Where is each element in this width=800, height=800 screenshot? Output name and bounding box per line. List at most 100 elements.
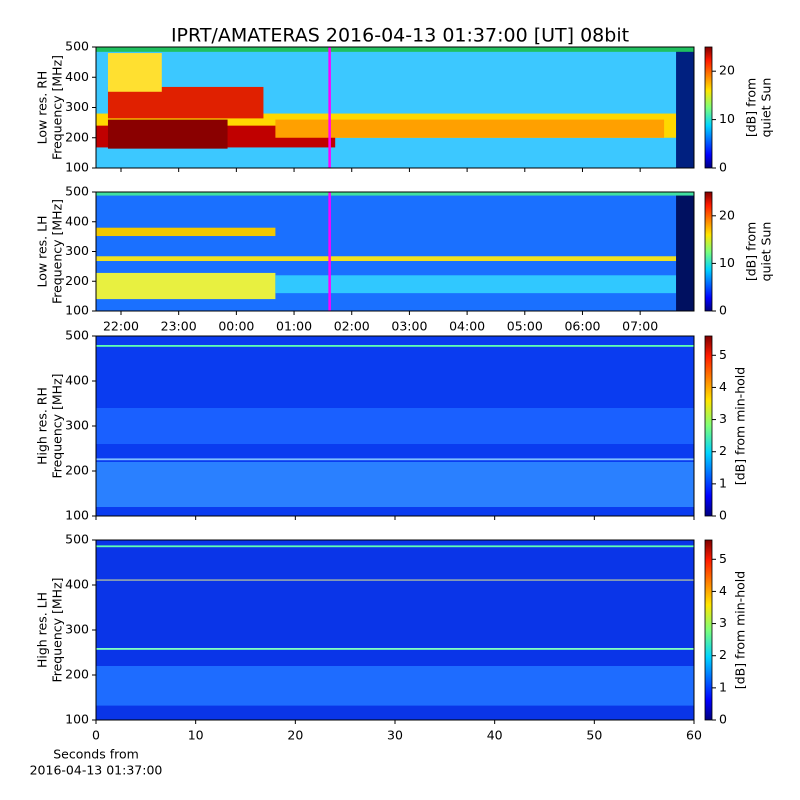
spectrogram-texture: [275, 275, 677, 294]
spectrogram-texture: [96, 227, 276, 237]
spectrogram-texture: [96, 192, 694, 196]
colorbar-tick-label: 10: [719, 111, 735, 126]
y-tick-label: 300: [65, 622, 89, 637]
colorbar-tick-label: 2: [719, 443, 727, 458]
colorbar-label: quiet Sun: [759, 222, 774, 282]
y-tick-label: 100: [65, 160, 89, 175]
x-tick-label: 60: [686, 728, 702, 743]
y-axis-label: Low res. LH: [35, 216, 50, 288]
spectrogram-texture: [96, 458, 694, 461]
panel: 100 200 300 400 500 High res. RH Frequency [MH…: [35, 328, 748, 523]
x-tick-label: 05:00: [507, 319, 543, 334]
y-axis-label: Frequency [MHz]: [50, 199, 65, 304]
spectrogram-texture: [96, 408, 694, 444]
y-tick-label: 500: [65, 532, 89, 547]
spectrogram-texture: [676, 192, 694, 311]
x-tick-label: 22:00: [103, 319, 139, 334]
x-tick-label: 02:00: [334, 319, 370, 334]
spectrogram-texture: [107, 119, 228, 149]
y-tick-label: 100: [65, 712, 89, 727]
spectrogram-texture: [275, 119, 665, 138]
colorbar-tick-label: 20: [719, 207, 735, 222]
x-tick-label: 00:00: [218, 319, 254, 334]
colorbar-tick-label: 2: [719, 647, 727, 662]
chart-title: IPRT/AMATERAS 2016-04-13 01:37:00 [UT] 0…: [171, 25, 629, 47]
y-axis-label: Low res. RH: [35, 71, 50, 145]
y-tick-label: 100: [65, 508, 89, 523]
colorbar-tick-label: 1: [719, 679, 727, 694]
x-tick-label: 20: [287, 728, 303, 743]
panel: 100 200 300 400 500 22:00 23:00 00:00 01:00 02:00…: [35, 184, 774, 334]
y-tick-label: 300: [65, 418, 89, 433]
x-tick-label: 23:00: [161, 319, 197, 334]
y-axis-label: Frequency [MHz]: [50, 55, 65, 160]
spectrogram-texture: [96, 579, 694, 581]
x-tick-label: 03:00: [391, 319, 427, 334]
y-tick-label: 400: [65, 213, 89, 228]
spectrogram-texture: [96, 345, 694, 347]
y-tick-label: 200: [65, 273, 89, 288]
spectrogram-texture: [96, 648, 694, 650]
colorbar-tick-label: 4: [719, 379, 727, 394]
colorbar-tick-label: 5: [719, 551, 727, 566]
colorbar-tick-label: 3: [719, 411, 727, 426]
colorbar-label: [dB] from min-hold: [733, 571, 748, 689]
x-tick-label: 50: [586, 728, 602, 743]
spectrogram-texture: [107, 53, 162, 92]
x-tick-label: 01:00: [276, 319, 312, 334]
colorbar-tick-label: 20: [719, 63, 735, 78]
spectrogram-texture: [676, 47, 694, 168]
y-tick-label: 400: [65, 577, 89, 592]
colorbar-tick-label: 5: [719, 347, 727, 362]
x-tick-label: 40: [487, 728, 503, 743]
spectrogram-texture: [96, 272, 276, 300]
colorbar: [704, 46, 713, 169]
y-axis-label: High res. RH: [35, 387, 50, 465]
x-tick-label: 04:00: [449, 319, 485, 334]
colorbar-label: [dB] from: [744, 78, 759, 137]
y-tick-label: 500: [65, 184, 89, 199]
spectrogram-texture: [96, 666, 694, 706]
x-tick-label: 07:00: [622, 319, 658, 334]
colorbar-tick-label: 4: [719, 583, 727, 598]
colorbar-tick-label: 0: [719, 712, 727, 727]
colorbar-tick-label: 0: [719, 160, 727, 175]
colorbar-label: quiet Sun: [759, 78, 774, 138]
y-axis-label: Frequency [MHz]: [50, 577, 65, 682]
spectrogram-texture: [96, 256, 677, 262]
spectrogram-texture: [96, 462, 694, 507]
spectrogram-texture: [107, 86, 264, 119]
colorbar: [704, 191, 713, 312]
y-tick-label: 400: [65, 69, 89, 84]
y-tick-label: 300: [65, 99, 89, 114]
y-tick-label: 400: [65, 373, 89, 388]
y-axis-label: High res. LH: [35, 592, 50, 668]
y-tick-label: 200: [65, 667, 89, 682]
colorbar-tick-label: 1: [719, 475, 727, 490]
y-axis-label: Frequency [MHz]: [50, 373, 65, 478]
x-axis-label: Seconds from: [53, 747, 139, 762]
colorbar-label: [dB] from: [744, 222, 759, 281]
colorbar: [704, 539, 713, 721]
x-tick-label: 06:00: [564, 319, 600, 334]
y-tick-label: 300: [65, 243, 89, 258]
colorbar-tick-label: 10: [719, 255, 735, 270]
y-tick-label: 500: [65, 39, 89, 54]
colorbar: [704, 335, 713, 517]
y-tick-label: 200: [65, 463, 89, 478]
y-tick-label: 200: [65, 129, 89, 144]
y-tick-label: 500: [65, 328, 89, 343]
x-tick-label: 10: [188, 728, 204, 743]
spectrogram-texture: [96, 545, 694, 548]
colorbar-tick-label: 0: [719, 508, 727, 523]
spectrogram-texture: [96, 47, 694, 52]
colorbar-tick-label: 3: [719, 615, 727, 630]
colorbar-label: [dB] from min-hold: [733, 367, 748, 485]
y-tick-label: 100: [65, 303, 89, 318]
x-tick-label: 30: [387, 728, 403, 743]
x-tick-label: 0: [92, 728, 100, 743]
x-axis-label: 2016-04-13 01:37:00: [30, 763, 163, 778]
